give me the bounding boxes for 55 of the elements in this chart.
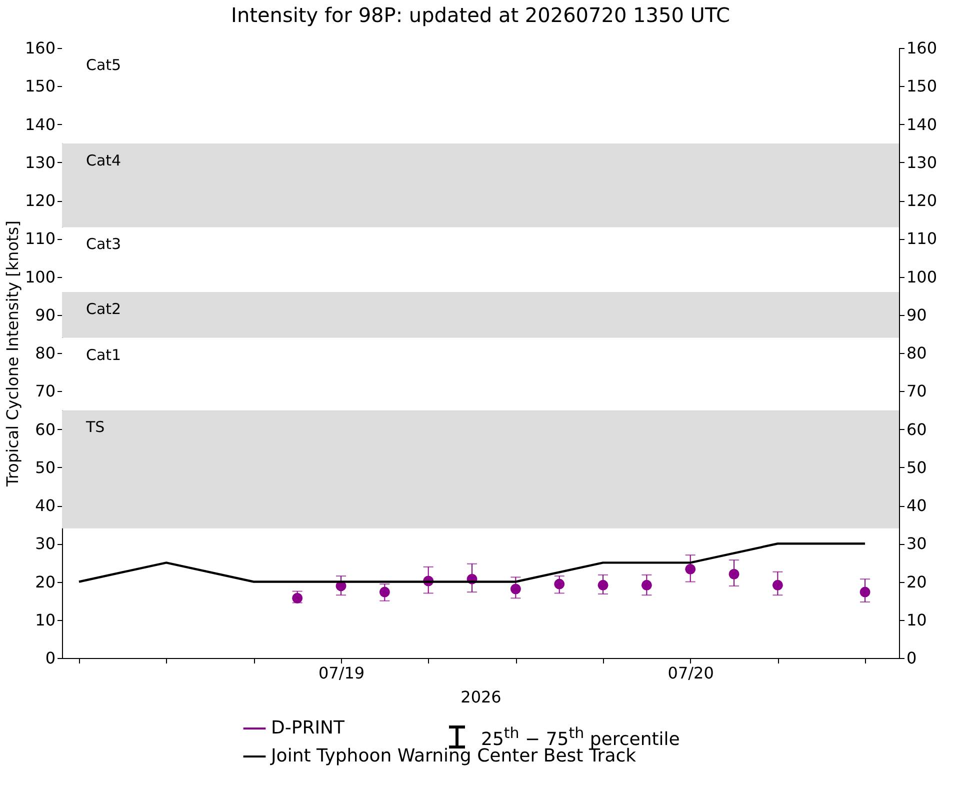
y-tick-label: 140 (24, 114, 56, 134)
y-tick-label: 0 (45, 648, 56, 668)
y-tick-label: 10 (35, 610, 56, 630)
y-tick-label: 160 (24, 38, 56, 58)
point (379, 586, 390, 598)
y2-tick-label: 70 (906, 382, 927, 401)
band-label: Cat2 (86, 300, 122, 318)
y-tick-label: 80 (35, 344, 56, 362)
y2-tick-label: 140 (906, 114, 938, 134)
y-tick-label: 100 (24, 267, 56, 286)
y-tick-label: 130 (24, 152, 56, 172)
y-tick-label: 60 (35, 420, 56, 439)
y-tick-label: 110 (24, 229, 56, 248)
y2-tick-label: 130 (906, 152, 938, 172)
chart-title: Intensity for 98P: updated at 20260720 1350 UTC (231, 3, 730, 27)
y-tick-label: 120 (24, 191, 56, 210)
band-label: Cat1 (86, 346, 122, 364)
y2-tick-label: 10 (906, 610, 927, 630)
x-axis-title: 2026 (460, 688, 502, 706)
band-label: TS (85, 418, 105, 436)
y2-tick-label: 90 (906, 305, 927, 324)
point (641, 580, 652, 590)
y-tick-label: 150 (24, 76, 56, 96)
y2-tick-label: 50 (906, 458, 927, 477)
legend-label: D-PRINT (271, 718, 346, 738)
y2-tick-label: 80 (906, 344, 927, 362)
y-tick-label: 20 (35, 572, 56, 592)
y2-tick-label: 150 (906, 76, 938, 96)
y-tick-label: 50 (35, 458, 56, 477)
point (728, 568, 740, 580)
point (598, 580, 608, 590)
y-tick-label: 40 (35, 496, 56, 515)
y2-tick-label: 30 (906, 534, 927, 554)
point (685, 564, 696, 574)
y2-tick-label: 60 (906, 420, 927, 439)
point (510, 584, 521, 594)
band-label: Cat4 (86, 151, 122, 170)
y2-tick-label: 160 (906, 38, 938, 58)
y-tick-label: 30 (35, 534, 56, 554)
point (554, 578, 565, 590)
x-tick-label: 07/19 (318, 664, 365, 682)
point (860, 586, 870, 598)
y2-tick-label: 100 (906, 267, 938, 286)
y2-tick-label: 110 (906, 229, 938, 248)
x-tick-label: 07/20 (668, 664, 714, 682)
y-tick-label: 90 (35, 305, 56, 324)
y-tick-label: 70 (35, 382, 56, 401)
y2-tick-label: 40 (906, 496, 927, 515)
band-label: Cat5 (86, 56, 122, 74)
y2-tick-label: 0 (906, 648, 917, 668)
y-axis-title: Tropical Cyclone Intensity [knots] (2, 220, 22, 488)
y2-tick-label: 120 (906, 191, 938, 210)
point (772, 580, 783, 590)
y2-tick-label: 20 (906, 572, 927, 592)
band-label: Cat3 (86, 235, 122, 254)
